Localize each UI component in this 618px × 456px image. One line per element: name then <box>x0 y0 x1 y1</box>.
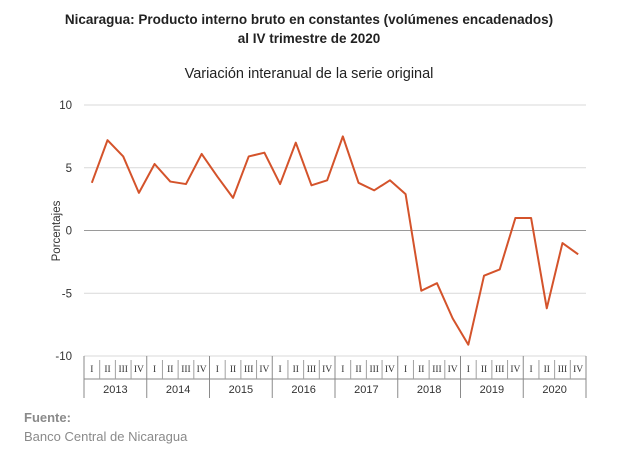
y-tick-label: -5 <box>62 288 72 300</box>
quarter-label: IV <box>259 365 269 375</box>
quarter-label: III <box>244 365 254 375</box>
quarter-label: III <box>181 365 191 375</box>
quarter-label: I <box>530 365 533 375</box>
quarter-label: III <box>432 365 442 375</box>
y-tick-label: 10 <box>59 100 72 112</box>
chart-title-line1: Nicaragua: Producto interno bruto en con… <box>64 12 554 27</box>
quarter-label: III <box>307 365 317 375</box>
quarter-label: I <box>341 365 344 375</box>
source-label: Fuente: <box>24 410 71 425</box>
quarter-label: I <box>279 365 282 375</box>
chart-title-line2: al IV trimestre de 2020 <box>237 31 381 46</box>
source-value: Banco Central de Nicaragua <box>24 429 188 444</box>
chart-subtitle: Variación interanual de la serie origina… <box>184 66 434 82</box>
quarter-label: II <box>418 365 424 375</box>
quarter-label: II <box>293 365 299 375</box>
y-tick-label: -10 <box>55 351 72 363</box>
quarter-label: IV <box>448 365 458 375</box>
quarter-label: IV <box>322 365 332 375</box>
quarter-label: II <box>230 365 236 375</box>
y-tick-label: 5 <box>66 163 72 175</box>
quarter-label: IV <box>510 365 520 375</box>
quarter-label: III <box>118 365 128 375</box>
year-label: 2013 <box>103 384 127 396</box>
quarter-label: II <box>355 365 361 375</box>
quarter-label: II <box>481 365 487 375</box>
quarter-label: II <box>544 365 550 375</box>
year-label: 2018 <box>417 384 441 396</box>
chart-title: Nicaragua: Producto interno bruto en con… <box>0 10 618 48</box>
year-label: 2019 <box>480 384 504 396</box>
quarter-label: I <box>467 365 470 375</box>
year-label: 2015 <box>229 384 253 396</box>
y-tick-label: 0 <box>66 226 72 238</box>
quarter-label: IV <box>134 365 144 375</box>
quarter-label: III <box>495 365 505 375</box>
quarter-label: III <box>558 365 568 375</box>
quarter-label: II <box>167 365 173 375</box>
quarter-label: I <box>153 365 156 375</box>
series-line <box>90 135 579 346</box>
quarter-label: IV <box>197 365 207 375</box>
quarter-label: II <box>104 365 110 375</box>
quarter-label: IV <box>573 365 583 375</box>
quarter-label: IV <box>385 365 395 375</box>
year-label: 2017 <box>354 384 378 396</box>
year-label: 2014 <box>166 384 190 396</box>
quarter-label: I <box>404 365 407 375</box>
year-label: 2020 <box>542 384 566 396</box>
quarter-label: I <box>90 365 93 375</box>
year-label: 2016 <box>291 384 315 396</box>
quarter-label: I <box>216 365 219 375</box>
quarter-label: III <box>369 365 379 375</box>
y-axis-label: Porcentajes <box>51 200 63 261</box>
